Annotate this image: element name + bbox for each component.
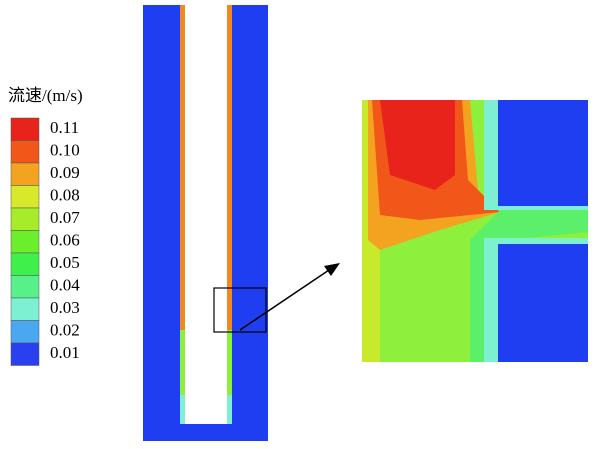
legend-swatch bbox=[10, 297, 40, 321]
boundary-layer bbox=[180, 395, 185, 424]
legend-label: 0.11 bbox=[50, 118, 79, 137]
legend-swatch bbox=[10, 185, 40, 209]
legend-swatch bbox=[10, 275, 40, 299]
legend: 0.11 0.10 0.09 0.08 0.07 0.06 0.05 0.04 0.03 0.02… bbox=[10, 117, 80, 366]
legend-label: 0.02 bbox=[50, 321, 80, 340]
pipe bbox=[143, 5, 340, 441]
legend-label: 0.03 bbox=[50, 298, 80, 317]
boundary-layer bbox=[180, 330, 185, 395]
arrow bbox=[239, 267, 333, 331]
legend-label: 0.05 bbox=[50, 253, 80, 272]
legend-label: 0.09 bbox=[50, 163, 80, 182]
legend-swatch bbox=[10, 230, 40, 254]
wall bbox=[498, 100, 588, 206]
wall bbox=[498, 244, 588, 362]
legend-label: 0.04 bbox=[50, 276, 80, 295]
legend-label: 0.07 bbox=[50, 208, 80, 227]
zoom-box bbox=[213, 287, 267, 333]
legend-swatch bbox=[10, 342, 40, 366]
legend-swatch bbox=[10, 162, 40, 186]
legend-swatch bbox=[10, 117, 40, 141]
legend-swatch bbox=[10, 207, 40, 231]
boundary-layer bbox=[180, 5, 185, 330]
legend-label: 0.08 bbox=[50, 186, 80, 205]
legend-label: 0.10 bbox=[50, 141, 80, 160]
flow-field bbox=[380, 100, 455, 190]
arrow-head bbox=[324, 263, 340, 276]
legend-title: 流速/(m/s) bbox=[8, 86, 83, 105]
legend-label: 0.06 bbox=[50, 231, 80, 250]
legend-swatch bbox=[10, 320, 40, 344]
boundary-layer bbox=[227, 5, 232, 330]
legend-label: 0.01 bbox=[50, 343, 80, 362]
pipe-channel bbox=[182, 5, 231, 424]
zoom-panel bbox=[362, 100, 588, 362]
legend-swatch bbox=[10, 140, 40, 164]
boundary-layer bbox=[227, 395, 232, 424]
boundary-layer bbox=[227, 330, 232, 395]
legend-swatch bbox=[10, 252, 40, 276]
